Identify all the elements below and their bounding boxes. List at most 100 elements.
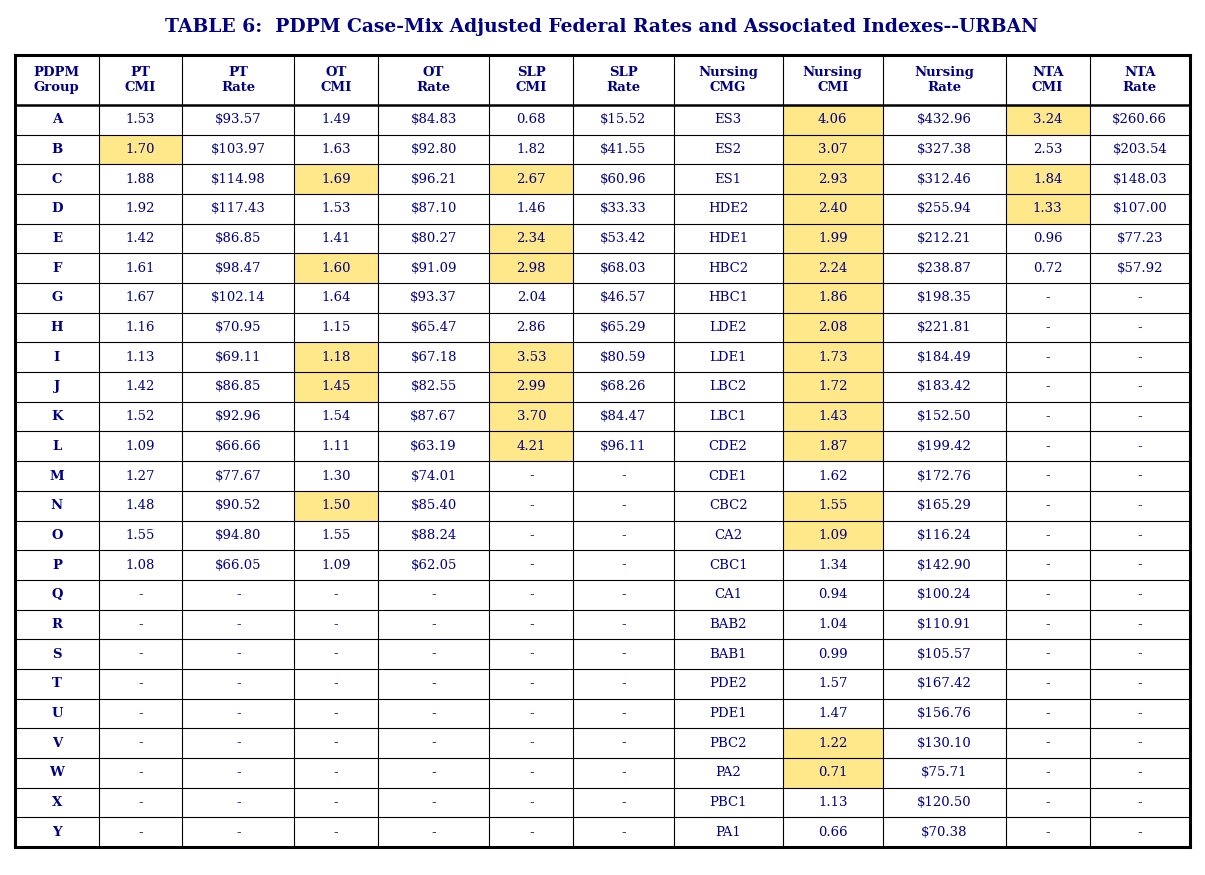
Text: $96.11: $96.11 <box>600 440 647 453</box>
Text: R: R <box>52 618 63 631</box>
Text: -: - <box>1046 648 1050 661</box>
Text: -: - <box>621 470 625 482</box>
Text: $260.66: $260.66 <box>1112 114 1168 126</box>
Text: $105.57: $105.57 <box>917 648 971 661</box>
Text: 1.42: 1.42 <box>125 381 155 394</box>
Text: 1.72: 1.72 <box>818 381 847 394</box>
Text: -: - <box>139 707 143 720</box>
Text: $67.18: $67.18 <box>411 351 457 364</box>
Text: -: - <box>1046 737 1050 750</box>
Text: $80.27: $80.27 <box>411 232 457 245</box>
Text: -: - <box>1138 291 1142 304</box>
Bar <box>782 164 883 194</box>
Text: -: - <box>1138 499 1142 512</box>
Text: ES1: ES1 <box>715 172 741 186</box>
Bar <box>489 372 574 402</box>
Text: -: - <box>529 766 534 780</box>
Text: -: - <box>1138 618 1142 631</box>
Bar <box>782 284 883 312</box>
Text: -: - <box>334 588 339 601</box>
Text: -: - <box>334 737 339 750</box>
Text: 1.53: 1.53 <box>125 114 155 126</box>
Text: -: - <box>1138 707 1142 720</box>
Text: $53.42: $53.42 <box>600 232 647 245</box>
Text: -: - <box>1046 826 1050 838</box>
Text: -: - <box>1046 351 1050 364</box>
Text: -: - <box>621 677 625 690</box>
Text: -: - <box>1046 558 1050 571</box>
Text: -: - <box>529 648 534 661</box>
Text: W: W <box>49 766 64 780</box>
Text: $148.03: $148.03 <box>1112 172 1168 186</box>
Text: 2.08: 2.08 <box>818 321 847 334</box>
Text: 1.62: 1.62 <box>818 470 847 482</box>
Text: 1.61: 1.61 <box>125 262 155 275</box>
Text: -: - <box>139 588 143 601</box>
Text: 1.57: 1.57 <box>818 677 847 690</box>
Text: $167.42: $167.42 <box>917 677 971 690</box>
Text: 1.49: 1.49 <box>322 114 351 126</box>
Text: 2.34: 2.34 <box>517 232 546 245</box>
Text: PA1: PA1 <box>716 826 741 838</box>
Text: -: - <box>431 796 436 809</box>
Text: $80.59: $80.59 <box>600 351 647 364</box>
Text: -: - <box>621 499 625 512</box>
Bar <box>489 164 574 194</box>
Text: -: - <box>621 588 625 601</box>
Text: $184.49: $184.49 <box>917 351 971 364</box>
Text: $156.76: $156.76 <box>917 707 972 720</box>
Text: 3.70: 3.70 <box>517 410 546 424</box>
Text: -: - <box>529 707 534 720</box>
Text: $75.71: $75.71 <box>921 766 968 780</box>
Text: $46.57: $46.57 <box>600 291 647 304</box>
Text: 3.53: 3.53 <box>517 351 546 364</box>
Text: PBC2: PBC2 <box>710 737 747 750</box>
Text: 1.63: 1.63 <box>322 143 351 156</box>
Text: $66.66: $66.66 <box>214 440 261 453</box>
Text: S: S <box>52 648 61 661</box>
Text: 4.21: 4.21 <box>517 440 546 453</box>
Text: $117.43: $117.43 <box>211 202 266 215</box>
Text: 1.46: 1.46 <box>517 202 546 215</box>
Text: $255.94: $255.94 <box>917 202 971 215</box>
Text: 1.16: 1.16 <box>125 321 155 334</box>
Text: $183.42: $183.42 <box>917 381 971 394</box>
Text: 2.53: 2.53 <box>1033 143 1063 156</box>
Text: SLP
CMI: SLP CMI <box>516 66 547 94</box>
Text: -: - <box>1046 321 1050 334</box>
Text: $92.80: $92.80 <box>411 143 457 156</box>
Text: PBC1: PBC1 <box>710 796 747 809</box>
Text: LDE1: LDE1 <box>710 351 747 364</box>
Text: LBC2: LBC2 <box>710 381 747 394</box>
Text: $41.55: $41.55 <box>600 143 647 156</box>
Text: $65.47: $65.47 <box>411 321 457 334</box>
Text: -: - <box>621 707 625 720</box>
Bar <box>782 254 883 284</box>
Text: 1.84: 1.84 <box>1033 172 1063 186</box>
Text: 1.43: 1.43 <box>818 410 847 424</box>
Text: CBC1: CBC1 <box>709 558 747 571</box>
Text: $94.80: $94.80 <box>214 528 261 542</box>
Text: $74.01: $74.01 <box>411 470 457 482</box>
Text: -: - <box>621 826 625 838</box>
Text: -: - <box>236 588 241 601</box>
Text: -: - <box>1046 677 1050 690</box>
Text: 1.13: 1.13 <box>125 351 155 364</box>
Text: PDPM
Group: PDPM Group <box>34 66 80 94</box>
Bar <box>782 224 883 254</box>
Text: -: - <box>529 499 534 512</box>
Text: F: F <box>52 262 61 275</box>
Text: 1.92: 1.92 <box>125 202 155 215</box>
Text: L: L <box>52 440 61 453</box>
Text: 1.87: 1.87 <box>818 440 847 453</box>
Text: -: - <box>139 826 143 838</box>
Text: B: B <box>52 143 63 156</box>
Text: $100.24: $100.24 <box>917 588 971 601</box>
Text: 1.33: 1.33 <box>1033 202 1063 215</box>
Text: $116.24: $116.24 <box>917 528 971 542</box>
Text: HDE1: HDE1 <box>709 232 748 245</box>
Text: -: - <box>1138 796 1142 809</box>
Text: $66.05: $66.05 <box>214 558 261 571</box>
Text: -: - <box>1046 618 1050 631</box>
Text: X: X <box>52 796 61 809</box>
